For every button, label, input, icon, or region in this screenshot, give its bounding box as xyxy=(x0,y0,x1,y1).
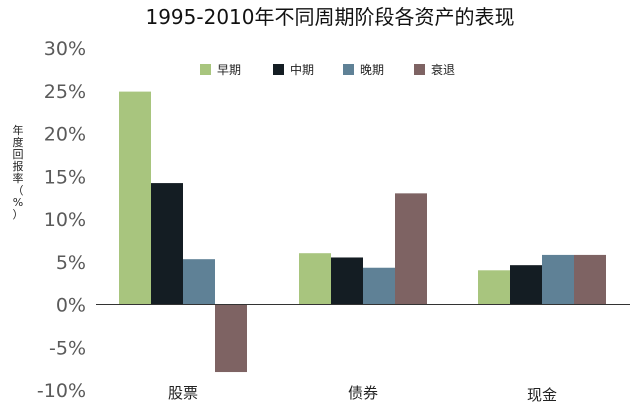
category-label: 债券 xyxy=(348,384,378,402)
y-tick-label: 25% xyxy=(44,81,86,103)
bar xyxy=(542,254,574,305)
bar xyxy=(183,259,215,305)
y-tick-label: -10% xyxy=(37,380,86,402)
category-labels: 股票 债券 现金 xyxy=(168,384,557,404)
y-axis-label-char: % xyxy=(13,196,23,209)
category-label: 股票 xyxy=(168,384,198,402)
y-axis-label-char: 度 xyxy=(13,135,24,149)
bar xyxy=(151,183,183,305)
y-tick-label: 0% xyxy=(56,295,86,317)
y-tick-label: 10% xyxy=(44,209,86,231)
y-tick-label: 15% xyxy=(44,166,86,188)
legend-swatch xyxy=(414,64,425,75)
bars xyxy=(119,91,606,373)
legend-label: 早期 xyxy=(217,63,241,77)
y-tick-label: 5% xyxy=(56,252,86,274)
y-tick-label: 30% xyxy=(44,38,86,60)
bar xyxy=(478,270,510,305)
y-axis-label-char: 回 xyxy=(13,148,24,161)
y-axis-label-char: ） xyxy=(13,208,24,221)
y-axis-label-char: 率 xyxy=(13,171,24,185)
bar xyxy=(331,257,363,305)
legend-swatch xyxy=(273,64,284,75)
bar xyxy=(510,265,542,305)
legend-swatch xyxy=(200,64,211,75)
bar xyxy=(299,253,331,305)
chart-title: 1995-2010年不同周期阶段各资产的表现 xyxy=(145,5,514,29)
y-axis-label-char: 年 xyxy=(13,123,24,137)
bar xyxy=(395,193,427,305)
legend: 早期 中期 晚期 衰退 xyxy=(200,62,455,77)
bar xyxy=(119,91,151,305)
y-axis-label-char: 报 xyxy=(13,159,24,173)
legend-label: 衰退 xyxy=(431,62,455,77)
y-tick-label: 20% xyxy=(44,124,86,146)
legend-label: 晚期 xyxy=(360,63,384,77)
y-axis-label-char: （ xyxy=(13,184,24,197)
y-axis-ticks: 30% 25% 20% 15% 10% 5% 0% -5% -10% xyxy=(37,38,86,402)
bar xyxy=(215,304,247,373)
legend-swatch xyxy=(343,64,354,75)
legend-label: 中期 xyxy=(290,62,314,77)
y-tick-label: -5% xyxy=(49,337,86,359)
bar xyxy=(363,267,395,305)
category-label: 现金 xyxy=(527,386,557,404)
bar xyxy=(574,254,606,305)
